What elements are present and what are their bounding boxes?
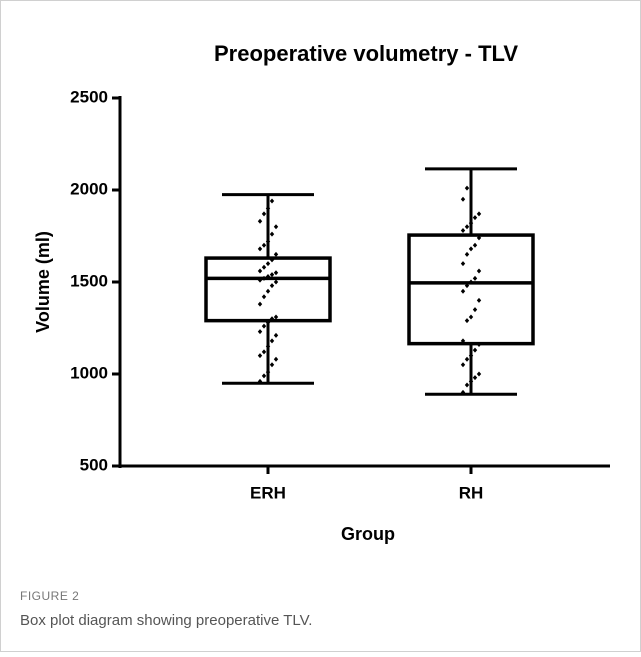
data-point xyxy=(269,362,275,368)
box xyxy=(407,233,535,346)
data-point xyxy=(464,251,470,257)
data-point xyxy=(468,378,474,384)
data-point xyxy=(261,264,267,270)
data-point xyxy=(261,242,267,248)
y-axis-label: Volume (ml) xyxy=(33,231,53,333)
data-point xyxy=(273,356,279,362)
data-point xyxy=(273,279,279,285)
y-tick-label: 2000 xyxy=(70,179,108,198)
data-point xyxy=(273,270,279,276)
data-point xyxy=(468,220,474,226)
caption: Box plot diagram showing preoperative TL… xyxy=(20,612,312,629)
data-point xyxy=(269,231,275,237)
y-tick-label: 2500 xyxy=(70,87,108,106)
y-tick-label: 500 xyxy=(80,455,108,474)
data-point xyxy=(257,277,263,283)
data-point xyxy=(460,362,466,368)
data-point xyxy=(257,329,263,335)
data-point xyxy=(460,196,466,202)
x-tick-label: ERH xyxy=(250,483,286,502)
data-point xyxy=(472,242,478,248)
data-point xyxy=(460,338,466,344)
data-point xyxy=(269,283,275,289)
y-tick-label: 1500 xyxy=(70,271,108,290)
data-point xyxy=(468,353,474,359)
data-point xyxy=(269,198,275,204)
data-point xyxy=(472,215,478,221)
data-point xyxy=(476,297,482,303)
data-point xyxy=(257,353,263,359)
data-point xyxy=(460,389,466,395)
data-point xyxy=(472,347,478,353)
data-point xyxy=(464,224,470,230)
data-point xyxy=(269,338,275,344)
data-point xyxy=(273,251,279,257)
data-point xyxy=(464,318,470,324)
data-point xyxy=(265,261,271,267)
data-point xyxy=(468,279,474,285)
data-point xyxy=(269,257,275,263)
data-point xyxy=(265,343,271,349)
data-point xyxy=(261,275,267,281)
data-point xyxy=(476,342,482,348)
x-tick-label: RH xyxy=(459,483,484,502)
data-point xyxy=(269,316,275,322)
x-axis-label: Group xyxy=(341,524,395,544)
data-point xyxy=(468,246,474,252)
data-point xyxy=(257,246,263,252)
data-point xyxy=(273,332,279,338)
data-point xyxy=(460,288,466,294)
data-point xyxy=(476,268,482,274)
data-point xyxy=(257,218,263,224)
data-point xyxy=(265,288,271,294)
data-point xyxy=(464,382,470,388)
data-point xyxy=(257,268,263,274)
data-point xyxy=(261,349,267,355)
chart-title: Preoperative volumetry - TLV xyxy=(214,41,518,66)
data-point xyxy=(472,307,478,313)
data-point xyxy=(460,227,466,233)
data-point xyxy=(472,375,478,381)
y-tick-label: 1000 xyxy=(70,363,108,382)
data-point xyxy=(464,283,470,289)
data-point xyxy=(464,356,470,362)
data-point xyxy=(476,211,482,217)
data-point xyxy=(261,373,267,379)
data-point xyxy=(476,235,482,241)
data-point xyxy=(265,369,271,375)
data-point xyxy=(261,323,267,329)
data-point xyxy=(476,371,482,377)
data-point xyxy=(472,275,478,281)
data-point xyxy=(265,239,271,245)
data-point xyxy=(257,301,263,307)
data-point xyxy=(265,273,271,279)
data-point xyxy=(468,314,474,320)
data-point xyxy=(273,314,279,320)
data-point xyxy=(257,378,263,384)
data-point xyxy=(261,211,267,217)
data-point xyxy=(464,185,470,191)
data-point xyxy=(261,294,267,300)
data-point xyxy=(460,261,466,267)
data-point xyxy=(269,272,275,278)
data-point xyxy=(265,319,271,325)
data-point xyxy=(273,224,279,230)
figure-label: FIGURE 2 xyxy=(20,589,79,603)
data-point xyxy=(265,205,271,211)
